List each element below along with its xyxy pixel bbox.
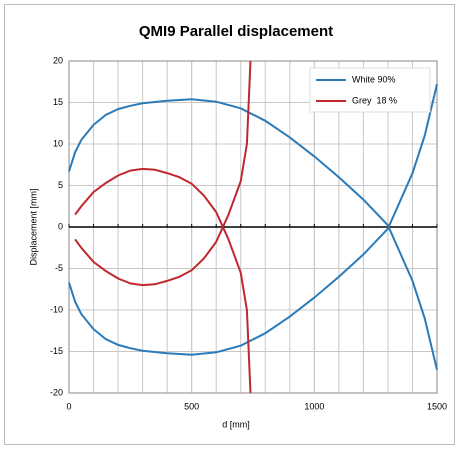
x-tick-label: 1000 xyxy=(304,401,324,411)
y-tick-label: 15 xyxy=(53,97,63,107)
line-series xyxy=(74,167,252,394)
y-tick-label: -10 xyxy=(50,304,63,314)
y-axis-label: Displacement [mm] xyxy=(28,188,38,265)
y-tick-label: 10 xyxy=(53,138,63,148)
line-series xyxy=(68,98,438,371)
y-tick-label: -20 xyxy=(50,387,63,397)
x-tick-label: 500 xyxy=(184,401,199,411)
line-series xyxy=(74,60,252,287)
chart-title: QMI9 Parallel displacement xyxy=(139,23,333,40)
y-tick-label: 0 xyxy=(58,221,63,231)
line-series xyxy=(68,83,438,356)
x-tick-label: 1500 xyxy=(427,401,447,411)
y-tick-label: -5 xyxy=(55,263,63,273)
x-axis-label: d [mm] xyxy=(222,419,250,429)
legend-box xyxy=(309,67,431,113)
legend-label: Grey 18 % xyxy=(352,95,397,105)
y-tick-label: -15 xyxy=(50,346,63,356)
legend-label: White 90% xyxy=(352,74,396,84)
y-tick-label: 20 xyxy=(53,55,63,65)
x-tick-label: 0 xyxy=(66,401,71,411)
y-tick-label: 5 xyxy=(58,180,63,190)
